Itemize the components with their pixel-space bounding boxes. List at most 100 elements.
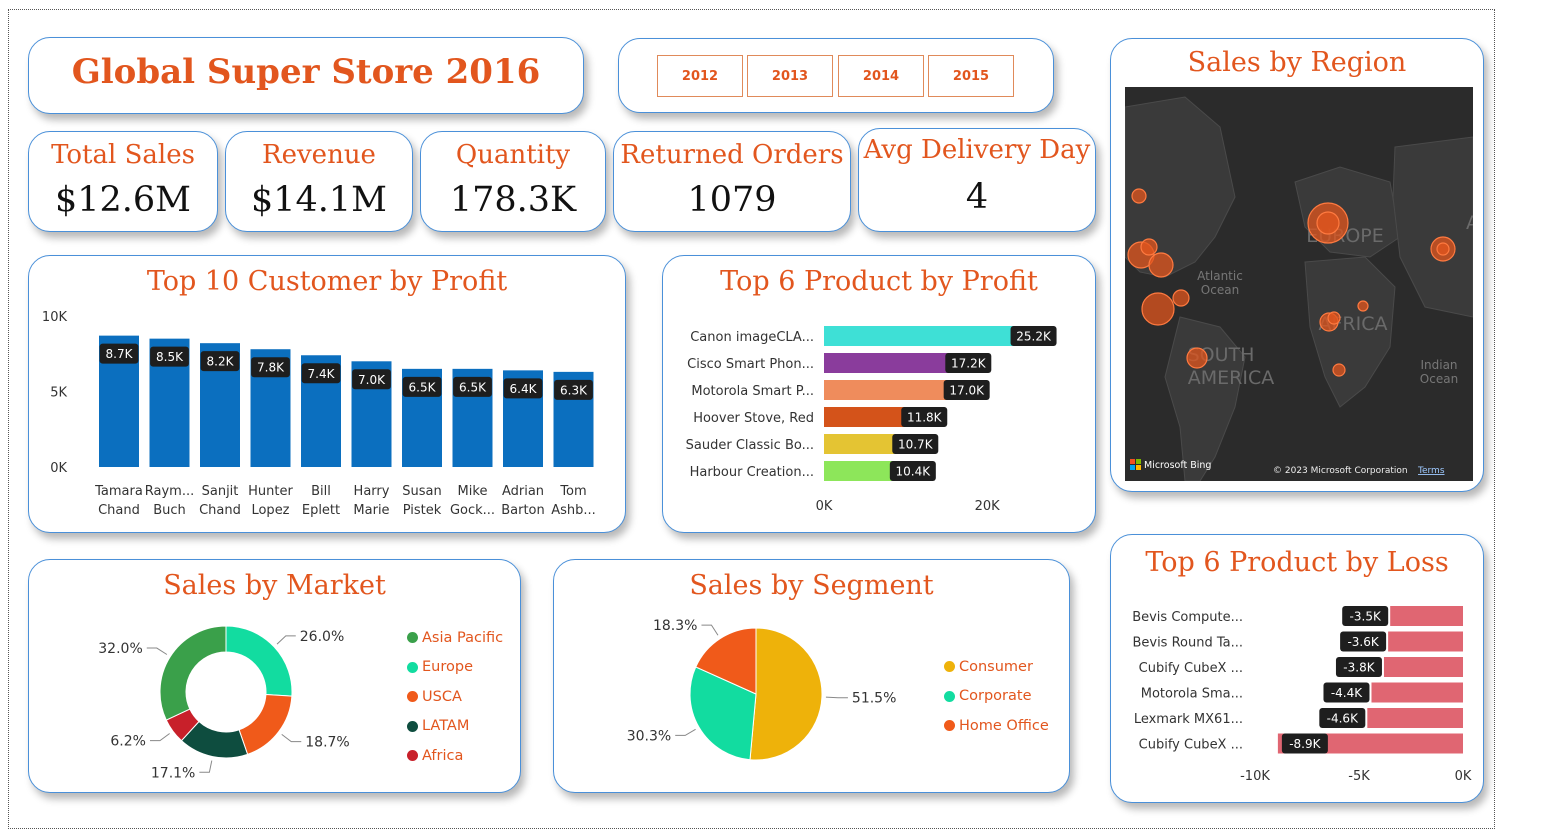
segment-slice[interactable] <box>695 627 757 695</box>
legend-item[interactable]: Africa <box>407 741 503 771</box>
region-bubble[interactable] <box>1140 238 1158 256</box>
chart-title: Top 6 Product by Loss <box>1145 547 1449 578</box>
product-profit-bar[interactable] <box>824 380 963 400</box>
x-tick-label: Lopez <box>251 503 289 518</box>
slice-data-label: 18.7% <box>305 735 349 751</box>
year-button-2014[interactable]: 2014 <box>838 55 924 97</box>
product-profit-bar[interactable] <box>824 407 921 427</box>
bar-data-label-bg <box>943 380 990 400</box>
y-tick-label: 5K <box>50 386 67 401</box>
region-bubble[interactable] <box>1316 211 1340 235</box>
top-customers-chart: 0K 5K 10K 8.7K Tamara Chand 8.5K Raym... Buch 8.2… <box>42 310 596 518</box>
legend-item[interactable]: Corporate <box>944 682 1049 712</box>
slice-data-label: 6.2% <box>110 734 146 750</box>
market-slice[interactable] <box>238 693 293 756</box>
legend-dot-icon <box>944 661 955 673</box>
x-tick-label: -5K <box>1348 769 1370 784</box>
bar-data-label: -4.4K <box>1331 686 1363 700</box>
top-products-profit-chart: Canon imageCLA... 25.2K Cisco Smart Phon..… <box>686 326 1057 514</box>
slice-data-label: 17.1% <box>151 765 195 781</box>
segment-slice[interactable] <box>689 666 757 761</box>
product-loss-bar[interactable] <box>1383 657 1463 677</box>
x-tick-label: Susan <box>402 484 441 499</box>
slice-data-label: 32.0% <box>98 641 142 657</box>
x-tick-label: Ashb... <box>551 503 596 518</box>
bar-data-label-bg <box>1342 606 1389 626</box>
product-loss-bar[interactable] <box>1388 631 1463 652</box>
x-tick-label: Eplett <box>302 503 340 518</box>
y-tick-label: Harbour Creation... <box>690 465 814 480</box>
product-loss-bar[interactable] <box>1390 606 1463 626</box>
product-profit-bar[interactable] <box>824 434 912 454</box>
bar-data-label-bg <box>251 357 290 378</box>
y-tick-label: Bevis Round Ta... <box>1132 636 1243 651</box>
x-tick-label: 0K <box>1455 769 1472 784</box>
legend-item[interactable]: USCA <box>407 682 503 712</box>
region-bubble[interactable] <box>1172 289 1190 307</box>
bar-data-label-bg <box>200 351 240 372</box>
year-button-2013[interactable]: 2013 <box>747 55 833 97</box>
bar-data-label-bg <box>889 461 936 481</box>
year-button-2012[interactable]: 2012 <box>657 55 743 97</box>
map-label-south-america-2: AMERICA <box>1188 367 1274 389</box>
product-profit-bar[interactable] <box>824 326 1030 346</box>
bar-data-label-bg <box>1010 326 1057 346</box>
region-bubble[interactable] <box>1148 252 1174 278</box>
product-loss-bar[interactable] <box>1367 708 1463 728</box>
top-products-loss-card: Top 6 Product by Loss Bevis Compute... -3… <box>1110 534 1484 803</box>
title-card: Global Super Store 2016 <box>28 37 584 114</box>
region-bubble[interactable] <box>1436 242 1450 256</box>
legend-label: Asia Pacific <box>422 629 504 646</box>
legend-label: Consumer <box>959 658 1033 675</box>
product-profit-bar[interactable] <box>824 461 909 481</box>
bar-data-label: -3.8K <box>1343 661 1375 675</box>
slice-data-label: 30.3% <box>627 728 671 744</box>
x-tick-label: Sanjit <box>202 484 239 499</box>
region-bubble[interactable] <box>1357 300 1369 312</box>
legend-item[interactable]: Europe <box>407 653 503 683</box>
asia-land <box>1392 136 1473 318</box>
product-loss-bar[interactable] <box>1371 682 1463 703</box>
legend-dot-icon <box>407 720 418 732</box>
y-tick-label: 0K <box>50 461 67 476</box>
x-tick-label: Marie <box>353 503 389 518</box>
market-slice[interactable] <box>225 625 293 697</box>
segment-slice[interactable] <box>749 627 823 761</box>
x-tick-label: Raym... <box>145 484 194 499</box>
region-bubble[interactable] <box>1327 311 1341 325</box>
legend-item[interactable]: Asia Pacific <box>407 623 503 653</box>
bar-data-label-bg <box>301 363 341 384</box>
bar-data-label: 6.4K <box>510 382 538 396</box>
leader-line <box>149 733 170 742</box>
bar-data-label: -3.6K <box>1347 635 1379 649</box>
market-slice[interactable] <box>159 625 227 721</box>
region-bubble[interactable] <box>1141 292 1175 326</box>
y-tick-label: Motorola Sma... <box>1141 687 1243 702</box>
legend-item[interactable]: Consumer <box>944 652 1049 682</box>
top-products-loss-chart: Bevis Compute... -3.5K Bevis Round Ta... -3… <box>1132 606 1472 784</box>
bar-data-label: 10.7K <box>898 438 934 452</box>
bar-data-label-bg <box>1281 733 1328 754</box>
product-profit-bar[interactable] <box>824 353 965 373</box>
x-tick-label: 0K <box>816 499 833 514</box>
map-terms-link[interactable]: Terms <box>1417 466 1445 476</box>
legend-item[interactable]: LATAM <box>407 712 503 742</box>
bar-data-label: 8.2K <box>207 355 235 369</box>
y-tick-label: 10K <box>42 310 68 325</box>
legend-item[interactable]: Home Office <box>944 711 1049 741</box>
region-bubble[interactable] <box>1186 347 1208 369</box>
bar-data-label-bg <box>1319 708 1366 728</box>
year-button-2015[interactable]: 2015 <box>928 55 1014 97</box>
region-map[interactable]: Atlantic Ocean EUROPE AFRICA SOUTH AMERI… <box>1125 87 1473 481</box>
x-tick-label: Tamara <box>94 484 143 499</box>
kpi-quantity: Quantity 178.3K <box>420 131 606 232</box>
leader-line <box>276 635 296 645</box>
map-label-indian-1: Indian <box>1420 358 1457 372</box>
bar-data-label-bg <box>150 346 189 367</box>
leader-line <box>701 624 719 636</box>
region-bubble[interactable] <box>1131 188 1147 204</box>
sales-by-segment-chart: 51.5% 30.3% 18.3% <box>627 618 896 761</box>
bing-attribution: Microsoft Bing <box>1144 460 1211 471</box>
region-bubble[interactable] <box>1332 363 1346 377</box>
slice-data-label: 51.5% <box>852 691 896 707</box>
